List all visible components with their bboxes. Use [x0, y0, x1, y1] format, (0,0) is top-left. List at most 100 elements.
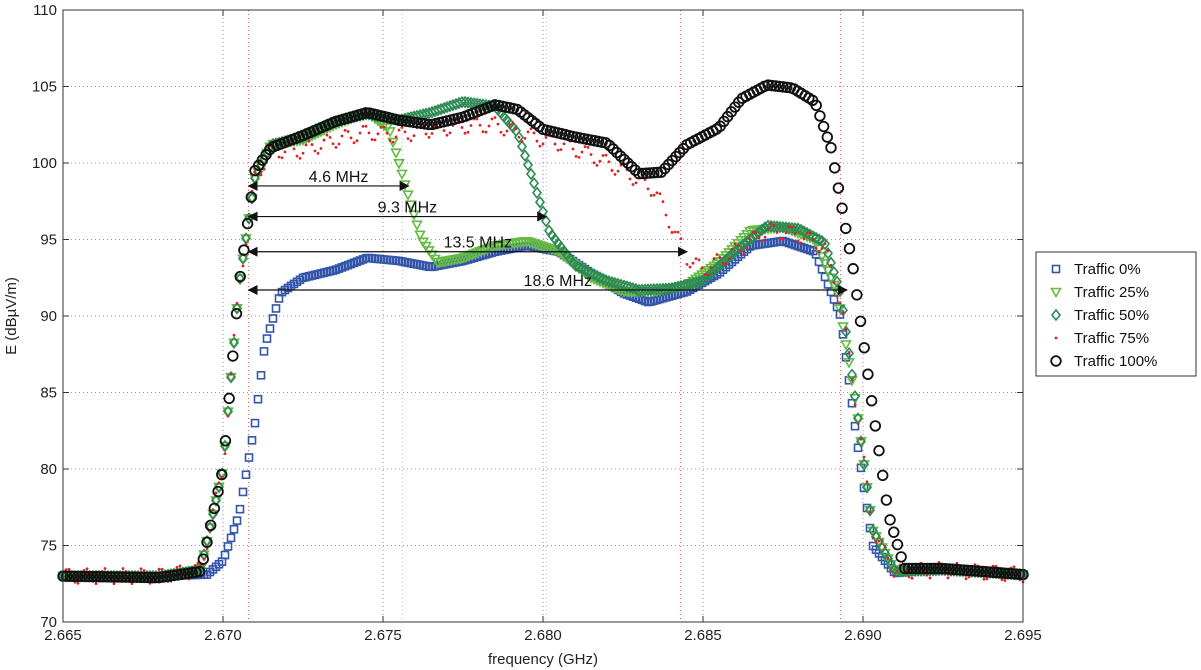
data-point: [280, 156, 284, 160]
data-point: [864, 506, 876, 517]
data-point: [936, 562, 948, 575]
data-point: [487, 124, 491, 128]
data-point: [499, 130, 503, 134]
data-point: [334, 145, 338, 149]
data-point: [834, 304, 846, 315]
data-point: [364, 124, 368, 128]
data-point: [220, 475, 224, 479]
data-point: [246, 194, 258, 205]
data-point: [836, 202, 848, 214]
data-point: [553, 142, 557, 146]
data-point: [411, 220, 423, 231]
data-point: [478, 123, 482, 127]
data-point: [226, 533, 236, 543]
data-point: [582, 265, 594, 279]
data-point: [688, 265, 692, 269]
data-point: [618, 153, 630, 166]
data-point: [103, 567, 107, 570]
data-point: [460, 126, 464, 129]
data-point: [805, 231, 809, 235]
data-point: [646, 187, 650, 191]
x-tick-label: 2.670: [204, 627, 242, 644]
data-point: [877, 539, 881, 543]
data-point: [579, 264, 591, 277]
data-point: [705, 267, 717, 280]
data-point: [861, 483, 873, 494]
data-point: [757, 236, 761, 240]
data-point: [899, 562, 911, 575]
data-point: [210, 496, 222, 507]
data-point: [991, 566, 1003, 579]
data-point: [121, 567, 125, 570]
data-point: [840, 222, 852, 235]
legend-entry: Traffic 100%: [1074, 353, 1157, 370]
data-point: [907, 575, 911, 579]
data-point: [598, 159, 602, 163]
data-point: [234, 274, 246, 285]
data-point: [964, 577, 968, 581]
data-point: [611, 146, 623, 159]
data-point: [998, 567, 1011, 579]
data-point: [723, 250, 735, 264]
data-point: [108, 571, 121, 583]
data-point: [932, 562, 944, 575]
data-point: [562, 142, 566, 146]
data-point: [795, 223, 807, 237]
data-point: [778, 237, 782, 241]
data-point: [843, 347, 855, 360]
data-point: [75, 570, 88, 583]
data-point: [849, 390, 861, 403]
data-point: [213, 480, 225, 494]
data-point: [828, 162, 841, 174]
data-point: [984, 566, 996, 578]
data-point: [982, 577, 986, 581]
data-point: [648, 167, 660, 179]
data-point: [644, 167, 656, 179]
data-point: [610, 169, 614, 172]
data-point: [538, 144, 542, 148]
data-point: [244, 453, 254, 462]
data-point: [995, 567, 1007, 579]
data-point: [661, 200, 665, 204]
data-point: [730, 248, 734, 251]
annotation-label: 4.6 MHz: [309, 169, 369, 186]
data-point: [589, 153, 593, 156]
data-point: [1000, 578, 1004, 582]
data-point: [892, 575, 896, 578]
data-point: [825, 256, 837, 270]
data-point: [574, 154, 578, 158]
data-point: [742, 251, 746, 255]
data-point: [769, 222, 773, 226]
data-point: [528, 176, 540, 190]
data-point: [370, 138, 374, 141]
data-point: [511, 121, 515, 125]
data-point: [160, 567, 164, 571]
data-point: [526, 130, 530, 134]
data-point: [83, 570, 95, 583]
data-point: [382, 125, 386, 129]
data-point: [595, 164, 599, 167]
data-point: [939, 562, 952, 575]
data-point: [387, 137, 399, 149]
data-point: [880, 539, 884, 543]
data-point: [534, 195, 546, 209]
data-point: [253, 394, 263, 404]
data-point: [105, 571, 117, 583]
data-point: [463, 131, 467, 135]
data-point: [814, 246, 818, 250]
data-point: [796, 239, 800, 243]
data-point: [76, 581, 80, 585]
annotation-label: 13.5 MHz: [444, 235, 512, 252]
data-point: [784, 231, 788, 235]
data-point: [792, 222, 804, 235]
data-point: [709, 266, 713, 270]
data-point: [481, 130, 485, 134]
data-point: [571, 147, 575, 151]
data-point: [120, 571, 132, 583]
data-point: [823, 242, 827, 246]
data-point: [594, 271, 606, 284]
annotation-label: 18.6 MHz: [524, 273, 592, 290]
data-point: [790, 225, 794, 229]
data-point: [724, 263, 728, 266]
